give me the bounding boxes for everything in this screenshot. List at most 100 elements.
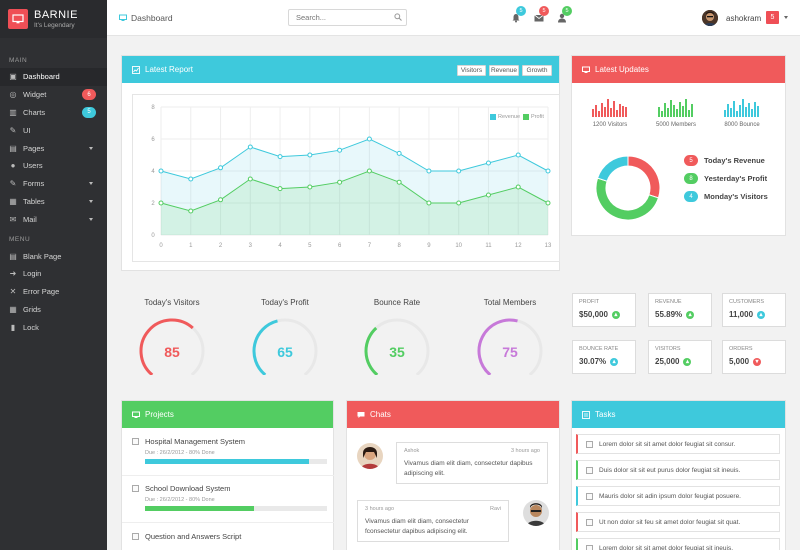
- stat-card-visitors[interactable]: VISITORS 25,000 ▴: [648, 340, 712, 374]
- task-item[interactable]: Mauris dolor sit adin ipsum dolor feugia…: [576, 486, 780, 506]
- project-checkbox[interactable]: [132, 438, 139, 445]
- wrench-icon: ✎: [9, 125, 17, 135]
- stat-card-orders[interactable]: ORDERS 5,000 ▾: [722, 340, 786, 374]
- username[interactable]: ashokram: [726, 14, 762, 23]
- sidebar-item-charts[interactable]: ▥ Charts 5: [0, 104, 107, 122]
- stat-label: BOUNCE RATE: [579, 346, 619, 352]
- spark-bar: [595, 105, 597, 117]
- task-checkbox[interactable]: [586, 518, 593, 526]
- divider: [122, 475, 334, 476]
- stat-card-customers[interactable]: CUSTOMERS 11,000 ▴: [722, 293, 786, 327]
- spark-bar: [673, 105, 675, 117]
- search-input[interactable]: [288, 9, 407, 26]
- task-item[interactable]: Ut non dolor sit feu sit amet dolor feug…: [576, 512, 780, 532]
- update-count-badge: 5: [684, 155, 698, 166]
- breadcrumb[interactable]: Dashboard: [119, 13, 173, 23]
- y-tick-label: 2: [151, 201, 155, 207]
- update-item[interactable]: 8 Yesterday's Profit: [684, 173, 767, 184]
- sidebar-item-lock[interactable]: ▮ Lock: [0, 318, 107, 336]
- sidebar-item-pages[interactable]: ▤ Pages: [0, 139, 107, 157]
- stat-card-revenue[interactable]: REVENUE 55.89% ▴: [648, 293, 712, 327]
- legend-swatch-revenue: [490, 114, 496, 120]
- data-point-revenue: [515, 152, 521, 158]
- data-point-profit: [218, 197, 224, 203]
- monitor-icon: [8, 9, 28, 29]
- spark-bar: [733, 101, 735, 117]
- sidebar-item-label: Users: [23, 161, 43, 171]
- chevron-down-icon[interactable]: [784, 16, 788, 19]
- sidebar-item-widget[interactable]: ◎ Widget 6: [0, 86, 107, 104]
- task-item[interactable]: Lorem dolor sit sit amet dolor feugiat s…: [576, 434, 780, 454]
- stat-card-profit[interactable]: PROFIT $50,000 ▴: [572, 293, 636, 327]
- search-icon[interactable]: [394, 13, 402, 21]
- spark-bar: [748, 103, 750, 117]
- projects-title: Projects: [145, 410, 174, 419]
- user-badge: 5: [562, 6, 572, 16]
- avatar-ashok[interactable]: [357, 443, 383, 469]
- visitors-button[interactable]: Visitors: [457, 65, 486, 76]
- stat-label: VISITORS: [655, 346, 681, 352]
- stat-value-row: 5,000 ▾: [729, 357, 779, 366]
- growth-button[interactable]: Growth: [522, 65, 552, 76]
- sidebar-item-grids[interactable]: ▦ Grids: [0, 301, 107, 319]
- brand[interactable]: BARNIE It's Legendary: [0, 0, 107, 38]
- gauge-value: 35: [389, 344, 405, 360]
- report-chart: 0 2 4 6 8 0 1 2 3 4 5 6 7 8 9 10 11 12 13 Revenue Profit: [132, 94, 560, 262]
- sidebar-item-mail[interactable]: ✉ Mail: [0, 210, 107, 228]
- series-area-revenue: [161, 139, 548, 235]
- mail-icon[interactable]: [534, 13, 544, 23]
- spark-bar: [736, 111, 738, 117]
- gauge-svg: 65: [252, 318, 318, 375]
- chevron-down-icon: [89, 146, 93, 150]
- avatar[interactable]: [702, 10, 718, 26]
- project-item[interactable]: School Download System Due : 26/2/2012 - …: [132, 484, 327, 511]
- task-item[interactable]: Lorem dolor sit sit amet dolor feugiat s…: [576, 538, 780, 550]
- spark-bar: [682, 106, 684, 117]
- sidebar-item-tables[interactable]: ▦ Tables: [0, 193, 107, 211]
- chart-icon: ▥: [9, 107, 17, 117]
- login-icon: ➜: [9, 269, 17, 279]
- sidebar-item-login[interactable]: ➜ Login: [0, 265, 107, 283]
- spark-bar: [757, 106, 759, 117]
- update-item[interactable]: 4 Monday's Visitors: [684, 191, 768, 202]
- task-checkbox[interactable]: [586, 440, 593, 448]
- data-point-revenue: [188, 176, 194, 182]
- stat-card-bounce-rate[interactable]: BOUNCE RATE 30.07% ▴: [572, 340, 636, 374]
- gauge-title: Total Members: [483, 298, 537, 307]
- brand-title: BARNIE: [34, 9, 78, 21]
- project-progress: [145, 506, 327, 511]
- sidebar-item-users[interactable]: ● Users: [0, 157, 107, 175]
- project-checkbox[interactable]: [132, 533, 139, 540]
- data-point-profit: [158, 200, 164, 206]
- sidebar-item-ui[interactable]: ✎ UI: [0, 121, 107, 139]
- task-checkbox[interactable]: [586, 492, 593, 500]
- projects-header: Projects: [122, 401, 333, 428]
- project-item[interactable]: Hospital Management System Due : 26/2/201…: [132, 437, 327, 464]
- project-checkbox[interactable]: [132, 485, 139, 492]
- task-checkbox[interactable]: [586, 544, 593, 550]
- revenue-button[interactable]: Revenue: [489, 65, 519, 76]
- sidebar-item-forms[interactable]: ✎ Forms: [0, 175, 107, 193]
- x-tick-label: 3: [249, 243, 253, 249]
- sidebar-item-blank-page[interactable]: ▤ Blank Page: [0, 247, 107, 265]
- update-label: Monday's Visitors: [704, 192, 768, 201]
- sidebar-item-dashboard[interactable]: ▣ Dashboard: [0, 68, 107, 86]
- project-title-row: School Download System: [132, 484, 327, 493]
- data-point-revenue: [366, 136, 372, 142]
- arrow-up-icon: ▴: [686, 310, 695, 319]
- tasks-panel: Tasks Lorem dolor sit sit amet dolor feu…: [571, 400, 786, 550]
- avatar-ravi[interactable]: [523, 500, 549, 526]
- spark-bar: [592, 109, 594, 117]
- x-tick-label: 4: [278, 243, 282, 249]
- project-item[interactable]: Question and Answers Script: [132, 532, 327, 541]
- sidebar-item-error-page[interactable]: ✕ Error Page: [0, 283, 107, 301]
- task-item[interactable]: Duis dolor sit sit eut purus dolor feugi…: [576, 460, 780, 480]
- legend-profit: Profit: [531, 114, 544, 120]
- bell-icon[interactable]: [511, 13, 521, 23]
- update-item[interactable]: 5 Today's Revenue: [684, 155, 765, 166]
- data-point-revenue: [307, 152, 313, 158]
- gauge-fill: [477, 318, 518, 375]
- spark-bar: [685, 99, 687, 117]
- task-checkbox[interactable]: [586, 466, 593, 474]
- chat-time: 3 hours ago: [510, 448, 540, 454]
